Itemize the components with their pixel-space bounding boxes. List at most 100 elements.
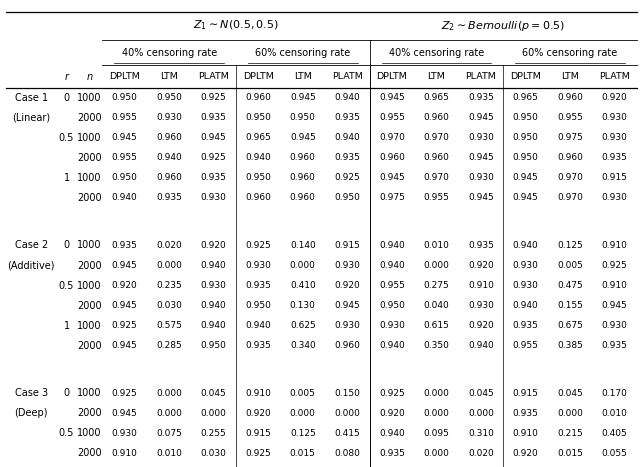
Text: 0.940: 0.940: [245, 321, 271, 330]
Text: 0.310: 0.310: [468, 429, 494, 438]
Text: r: r: [65, 71, 68, 82]
Text: 0.000: 0.000: [201, 409, 227, 417]
Text: 0.935: 0.935: [201, 173, 227, 183]
Text: LTM: LTM: [160, 72, 178, 81]
Text: 0.930: 0.930: [602, 113, 627, 122]
Text: 0.960: 0.960: [290, 173, 316, 183]
Text: 0.920: 0.920: [513, 449, 538, 458]
Text: 0.020: 0.020: [156, 241, 182, 250]
Text: LTM: LTM: [428, 72, 445, 81]
Text: 0.950: 0.950: [513, 134, 538, 142]
Text: 0.930: 0.930: [201, 281, 227, 290]
Text: 2000: 2000: [77, 153, 102, 163]
Text: 0.405: 0.405: [602, 429, 627, 438]
Text: 0.945: 0.945: [112, 409, 138, 417]
Text: 0.955: 0.955: [513, 341, 538, 350]
Text: 0.000: 0.000: [334, 409, 360, 417]
Text: 0.960: 0.960: [290, 193, 316, 202]
Text: 0.960: 0.960: [156, 173, 182, 183]
Text: 0.950: 0.950: [334, 193, 360, 202]
Text: 1000: 1000: [77, 320, 102, 331]
Text: 0.015: 0.015: [290, 449, 316, 458]
Text: 0.045: 0.045: [468, 389, 494, 398]
Text: 0.935: 0.935: [201, 113, 227, 122]
Text: 0.910: 0.910: [513, 429, 538, 438]
Text: 0.000: 0.000: [156, 409, 182, 417]
Text: 0.000: 0.000: [424, 409, 449, 417]
Text: 0.950: 0.950: [245, 113, 271, 122]
Text: 0.000: 0.000: [424, 449, 449, 458]
Text: LTM: LTM: [561, 72, 579, 81]
Text: 0.340: 0.340: [290, 341, 316, 350]
Text: 0.965: 0.965: [424, 93, 449, 102]
Text: 0.935: 0.935: [156, 193, 182, 202]
Text: Case 2: Case 2: [15, 241, 48, 250]
Text: 0.925: 0.925: [112, 389, 138, 398]
Text: 0.130: 0.130: [290, 301, 316, 310]
Text: 0: 0: [63, 93, 70, 103]
Text: DPLTM: DPLTM: [510, 72, 541, 81]
Text: 0.940: 0.940: [335, 134, 360, 142]
Text: Case 1: Case 1: [15, 93, 48, 103]
Text: 0.930: 0.930: [334, 261, 360, 270]
Text: 0.920: 0.920: [602, 93, 627, 102]
Text: 0.955: 0.955: [379, 113, 405, 122]
Text: 0.000: 0.000: [156, 389, 182, 398]
Text: 0.970: 0.970: [424, 134, 449, 142]
Text: 0.910: 0.910: [112, 449, 138, 458]
Text: 0.945: 0.945: [112, 301, 138, 310]
Text: 0.940: 0.940: [379, 261, 404, 270]
Text: 0.915: 0.915: [245, 429, 271, 438]
Text: 0.935: 0.935: [245, 341, 271, 350]
Text: 0.155: 0.155: [557, 301, 583, 310]
Text: 0.970: 0.970: [424, 173, 449, 183]
Text: 2000: 2000: [77, 113, 102, 123]
Text: 0.960: 0.960: [379, 153, 405, 163]
Text: 0.945: 0.945: [290, 93, 316, 102]
Text: 0.920: 0.920: [112, 281, 138, 290]
Text: 0.940: 0.940: [245, 153, 271, 163]
Text: 0.945: 0.945: [335, 301, 360, 310]
Text: 0.930: 0.930: [112, 429, 138, 438]
Text: 0: 0: [63, 241, 70, 250]
Text: 0.930: 0.930: [245, 261, 271, 270]
Text: 0.950: 0.950: [513, 153, 538, 163]
Text: $Z_1 \sim N(0.5, 0.5)$: $Z_1 \sim N(0.5, 0.5)$: [193, 19, 279, 33]
Text: 0.920: 0.920: [379, 409, 404, 417]
Text: 0.475: 0.475: [557, 281, 583, 290]
Text: 0.030: 0.030: [201, 449, 227, 458]
Text: 0.925: 0.925: [245, 241, 271, 250]
Text: 0.960: 0.960: [424, 153, 449, 163]
Text: Case 3: Case 3: [15, 388, 48, 398]
Text: 1: 1: [63, 173, 70, 183]
Text: 0.970: 0.970: [379, 134, 405, 142]
Text: 0.950: 0.950: [112, 173, 138, 183]
Text: 40% censoring rate: 40% censoring rate: [388, 48, 484, 57]
Text: 0.960: 0.960: [156, 134, 182, 142]
Text: 0.945: 0.945: [379, 93, 404, 102]
Text: 0.005: 0.005: [557, 261, 583, 270]
Text: 0.930: 0.930: [468, 134, 494, 142]
Text: 1000: 1000: [77, 241, 102, 250]
Text: 0.930: 0.930: [513, 281, 538, 290]
Text: 0.045: 0.045: [557, 389, 583, 398]
Text: 0.955: 0.955: [112, 113, 138, 122]
Text: 0.950: 0.950: [112, 93, 138, 102]
Text: 0.930: 0.930: [334, 321, 360, 330]
Text: 0.000: 0.000: [290, 261, 316, 270]
Text: 0.940: 0.940: [201, 261, 227, 270]
Text: 0.235: 0.235: [156, 281, 182, 290]
Text: 0.975: 0.975: [379, 193, 405, 202]
Text: 60% censoring rate: 60% censoring rate: [255, 48, 351, 57]
Text: 0.920: 0.920: [468, 321, 494, 330]
Text: 0.125: 0.125: [557, 241, 583, 250]
Text: 0.950: 0.950: [201, 341, 227, 350]
Text: 0.920: 0.920: [201, 241, 227, 250]
Text: 0.930: 0.930: [602, 193, 627, 202]
Text: 0.940: 0.940: [201, 301, 227, 310]
Text: 2000: 2000: [77, 448, 102, 458]
Text: PLATM: PLATM: [332, 72, 363, 81]
Text: 0.000: 0.000: [557, 409, 583, 417]
Text: 0.915: 0.915: [334, 241, 360, 250]
Text: 40% censoring rate: 40% censoring rate: [122, 48, 217, 57]
